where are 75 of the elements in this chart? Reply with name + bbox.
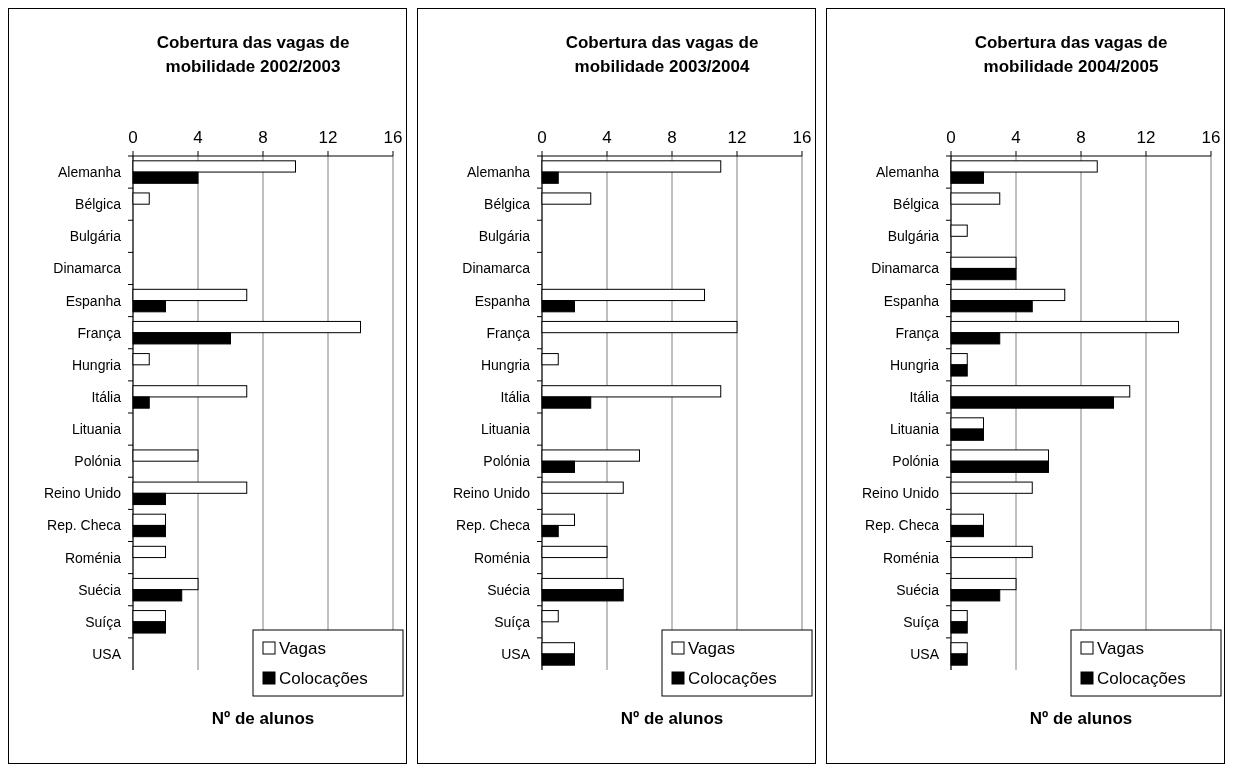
- x-tick-label: 16: [792, 128, 812, 147]
- x-tick-label: 12: [1136, 128, 1156, 147]
- x-tick-label: 0: [128, 128, 138, 147]
- y-tick-label: Lituania: [71, 421, 122, 438]
- y-tick-label: Dinamarca: [462, 260, 531, 277]
- chart-title: Cobertura das vagas de mobilidade 2002/2003: [156, 33, 350, 76]
- x-tick-label: 4: [602, 128, 612, 147]
- x-tick-label: 8: [667, 128, 677, 147]
- x-axis-title: Nº de alunos: [211, 709, 315, 728]
- legend-label: Colocações: [688, 669, 777, 688]
- y-tick-label: Rep. Checa: [47, 517, 122, 534]
- y-tick-label: Suécia: [78, 581, 122, 598]
- legend-label: Vagas: [279, 639, 326, 658]
- y-tick-label: Roménia: [473, 549, 531, 566]
- y-tick-label: Polónia: [892, 453, 940, 470]
- x-tick-label: 0: [537, 128, 547, 147]
- x-tick-label: 16: [1201, 128, 1221, 147]
- y-tick-label: Espanha: [65, 292, 122, 309]
- y-tick-label: França: [77, 324, 122, 341]
- y-tick-label: Roménia: [882, 549, 940, 566]
- x-tick-label: 4: [193, 128, 203, 147]
- legend-label: Vagas: [1097, 639, 1144, 658]
- y-tick-label: Lituania: [889, 421, 940, 438]
- x-tick-label: 12: [318, 128, 338, 147]
- y-tick-label: Bulgária: [887, 228, 940, 245]
- y-tick-label: Itália: [500, 388, 531, 405]
- y-tick-label: USA: [501, 645, 531, 662]
- x-tick-label: 8: [1076, 128, 1086, 147]
- chart-title: Cobertura das vagas de mobilidade 2003/2004: [565, 33, 759, 76]
- y-tick-label: Bulgária: [478, 228, 531, 245]
- x-tick-label: 12: [727, 128, 747, 147]
- y-tick-label: Alemanha: [57, 164, 122, 181]
- x-tick-label: 8: [258, 128, 268, 147]
- y-tick-label: Dinamarca: [871, 260, 940, 277]
- y-tick-label: Itália: [909, 388, 940, 405]
- y-tick-label: Roménia: [64, 549, 122, 566]
- y-tick-label: França: [486, 324, 531, 341]
- x-tick-label: 16: [383, 128, 403, 147]
- y-tick-label: Bélgica: [484, 196, 531, 213]
- y-tick-label: Bélgica: [75, 196, 122, 213]
- y-tick-label: Bulgária: [69, 228, 122, 245]
- y-tick-label: Polónia: [483, 453, 531, 470]
- x-tick-label: 0: [946, 128, 956, 147]
- y-tick-label: Hungria: [480, 356, 531, 373]
- y-tick-label: Reino Unido: [43, 485, 122, 502]
- y-tick-label: Polónia: [74, 453, 122, 470]
- y-tick-label: Hungria: [889, 356, 940, 373]
- y-tick-label: Espanha: [883, 292, 940, 309]
- y-tick-label: Reino Unido: [861, 485, 940, 502]
- y-tick-label: Alemanha: [875, 164, 940, 181]
- y-tick-label: Suíça: [85, 613, 122, 630]
- y-tick-label: Espanha: [474, 292, 531, 309]
- chart-title: Cobertura das vagas de mobilidade 2004/2005: [974, 33, 1168, 76]
- legend-label: Vagas: [688, 639, 735, 658]
- y-tick-label: Itália: [91, 388, 122, 405]
- legend-label: Colocações: [279, 669, 368, 688]
- y-tick-label: Rep. Checa: [865, 517, 940, 534]
- y-tick-label: Reino Unido: [452, 485, 531, 502]
- y-tick-label: Bélgica: [893, 196, 940, 213]
- x-tick-label: 4: [1011, 128, 1021, 147]
- y-tick-label: Suíça: [494, 613, 531, 630]
- y-tick-label: USA: [92, 645, 122, 662]
- y-tick-label: França: [895, 324, 940, 341]
- y-tick-label: Suécia: [487, 581, 531, 598]
- y-tick-label: Suíça: [903, 613, 940, 630]
- x-axis-title: Nº de alunos: [1029, 709, 1133, 728]
- y-tick-label: Alemanha: [466, 164, 531, 181]
- y-tick-label: Lituania: [480, 421, 531, 438]
- legend-label: Colocações: [1097, 669, 1186, 688]
- x-axis-title: Nº de alunos: [620, 709, 724, 728]
- y-tick-label: Suécia: [896, 581, 940, 598]
- y-tick-label: Rep. Checa: [456, 517, 531, 534]
- y-tick-label: Dinamarca: [53, 260, 122, 277]
- y-tick-label: USA: [910, 645, 940, 662]
- y-tick-label: Hungria: [71, 356, 122, 373]
